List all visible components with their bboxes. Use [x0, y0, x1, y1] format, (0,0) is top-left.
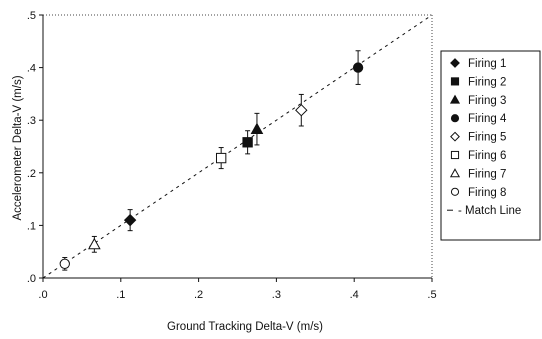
- firing-5-point-group: [295, 93, 308, 127]
- firing-2-marker: [242, 137, 253, 148]
- match-line-layer: [42, 14, 433, 279]
- x-tick-label: .2: [194, 289, 203, 301]
- match-line: [42, 14, 433, 279]
- firing-6-point-group: [215, 147, 227, 170]
- axes: [39, 14, 433, 282]
- firing-4-marker: [352, 62, 364, 73]
- firing-3-marker: [250, 122, 264, 135]
- y-tick-label: .3: [27, 115, 36, 127]
- x-tick-label: .1: [116, 289, 125, 301]
- legend-marker-firing-3: [449, 94, 461, 104]
- firing-1-point-group: [123, 209, 137, 232]
- y-axis-label: Accelerometer Delta-V (m/s): [12, 75, 24, 220]
- x-tick-label: .5: [427, 289, 436, 301]
- firing-6-marker: [215, 152, 227, 164]
- legend-marker-firing-6: [450, 150, 460, 160]
- y-tick-label: .0: [27, 273, 36, 285]
- legend-marker-firing-7: [449, 168, 461, 178]
- firing-2-point-group: [242, 130, 253, 155]
- firing-4-point-group: [352, 50, 364, 85]
- legend-marker-firing-4: [450, 114, 460, 123]
- firing-8-marker: [59, 258, 70, 269]
- y-tick-label: .4: [27, 63, 36, 75]
- firing-7-marker: [87, 237, 101, 250]
- data-points: [59, 50, 364, 271]
- x-axis-label: Ground Tracking Delta-V (m/s): [167, 321, 323, 333]
- x-tick-label: .3: [272, 289, 281, 301]
- legend-label-firing-5: Firing 5: [468, 132, 506, 144]
- firing-7-point-group: [87, 235, 101, 253]
- tick-labels: .0 .1 .2 .3 .4 .5 .0 .1 .2 .3 .4 .5: [27, 10, 437, 301]
- firing-5-marker: [295, 103, 308, 117]
- legend-marker-firing-1: [450, 58, 460, 68]
- legend-label-firing-3: Firing 3: [468, 95, 506, 107]
- firing-8-point-group: [59, 256, 70, 271]
- x-tick-label: .4: [350, 289, 359, 301]
- legend-label-match-line: - Match Line: [458, 205, 521, 217]
- x-tick-label: .0: [38, 289, 47, 301]
- legend-marker-firing-2: [450, 77, 460, 86]
- legend-marker-firing-8: [450, 187, 460, 196]
- legend-label-firing-2: Firing 2: [468, 76, 506, 88]
- y-tick-label: .2: [27, 168, 36, 180]
- legend-marker-firing-5: [450, 131, 460, 142]
- legend-label-firing-1: Firing 1: [468, 58, 506, 70]
- firing-3-point-group: [250, 112, 264, 146]
- legend-label-firing-7: Firing 7: [468, 168, 506, 180]
- legend-label-firing-8: Firing 8: [468, 187, 506, 199]
- legend-label-firing-4: Firing 4: [468, 113, 507, 125]
- y-tick-label: .5: [27, 10, 36, 22]
- y-tick-label: .1: [27, 220, 36, 232]
- firing-1-marker: [123, 213, 137, 227]
- legend-label-firing-6: Firing 6: [468, 150, 506, 162]
- legend: Firing 1 Firing 2 Firing 3 Firing 4 Firing 5…: [440, 50, 541, 241]
